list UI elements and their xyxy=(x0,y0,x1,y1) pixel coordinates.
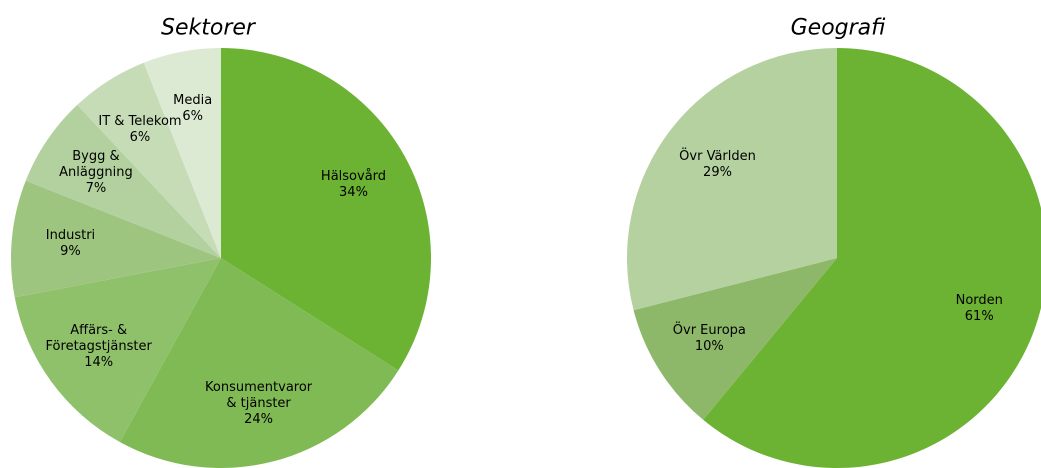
slice-label: Hälsovård 34% xyxy=(321,169,386,201)
pie-slice xyxy=(119,258,399,468)
slice-name: Konsumentvaror & tjänster xyxy=(205,380,313,412)
slice-name: IT & Telekom xyxy=(98,114,182,130)
slice-value: 6% xyxy=(129,130,151,146)
slice-value: 24% xyxy=(244,412,274,428)
pie-slice xyxy=(14,258,221,443)
slice-value: 7% xyxy=(85,181,107,196)
pie-slice xyxy=(627,48,837,311)
slice-value: 29% xyxy=(703,165,732,181)
slice-name: Norden xyxy=(955,293,1003,309)
pie-slice xyxy=(633,258,837,420)
slice-name: Övr Världen xyxy=(679,149,756,165)
slice-label: Bygg & Anläggning 7% xyxy=(59,149,133,197)
slice-label: Media 6% xyxy=(173,93,212,125)
slice-label: Konsumentvaror & tjänster 24% xyxy=(205,380,312,428)
slice-value: 10% xyxy=(694,339,724,355)
slice-name: Bygg & Anläggning xyxy=(59,149,133,180)
pie-slice xyxy=(77,62,221,259)
slice-name: Övr Europa xyxy=(672,323,746,339)
slice-value: 61% xyxy=(964,309,994,325)
slice-label: Industri 9% xyxy=(46,228,95,260)
pie-slice xyxy=(25,104,222,258)
pie-slice xyxy=(221,48,431,371)
chart-title: Geografi xyxy=(790,15,886,41)
slice-value: 34% xyxy=(339,185,368,201)
slice-value: 9% xyxy=(60,243,81,259)
pie-slice xyxy=(703,48,1041,468)
slice-value: 6% xyxy=(182,109,203,125)
pie-slice xyxy=(143,48,221,258)
slice-label: IT & Telekom 6% xyxy=(98,114,181,146)
slice-label: Övr Världen 29% xyxy=(679,149,756,181)
slice-name: Media xyxy=(173,93,213,109)
slice-label: Affärs- & Företagstjänster 14% xyxy=(46,323,152,371)
slice-name: Hälsovård xyxy=(320,169,387,185)
chart-title: Sektorer xyxy=(161,15,255,41)
slice-name: Affärs- & Företagstjänster xyxy=(45,322,152,354)
slice-label: Övr Europa 10% xyxy=(673,323,746,355)
slice-label: Norden 61% xyxy=(956,293,1003,325)
slice-name: Industri xyxy=(45,227,96,243)
pie-slice xyxy=(10,180,221,298)
slice-value: 14% xyxy=(84,354,114,370)
